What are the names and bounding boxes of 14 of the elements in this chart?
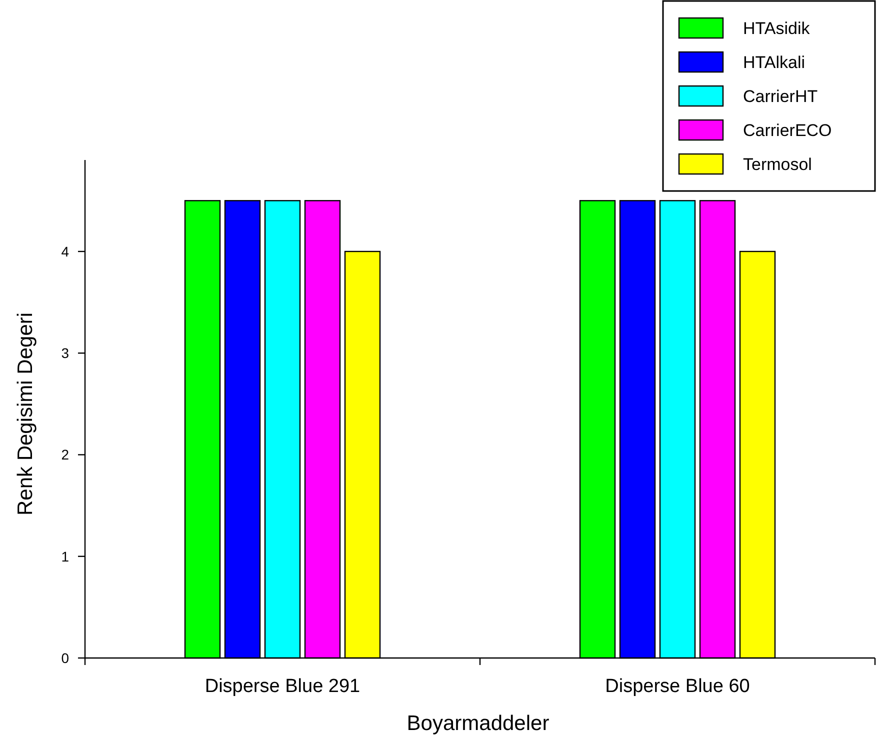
legend-label: CarrierHT xyxy=(743,86,818,106)
y-tick-label: 2 xyxy=(61,446,70,463)
legend-label: CarrierECO xyxy=(743,120,832,140)
y-tick-label: 3 xyxy=(61,345,70,361)
x-tick-label: Disperse Blue 291 xyxy=(204,676,360,697)
y-tick-label: 4 xyxy=(61,243,70,260)
legend-label: HTAsidik xyxy=(743,18,810,38)
y-tick-label: 1 xyxy=(61,548,70,564)
y-axis-title: Renk Degisimi Degeri xyxy=(14,312,37,516)
x-tick-label: Disperse Blue 60 xyxy=(605,676,750,697)
x-axis-title: Boyarmaddeler xyxy=(406,712,550,735)
y-tick-label: 0 xyxy=(61,650,70,666)
legend-label: HTAlkali xyxy=(743,52,806,72)
legend-label: Termosol xyxy=(743,154,812,174)
